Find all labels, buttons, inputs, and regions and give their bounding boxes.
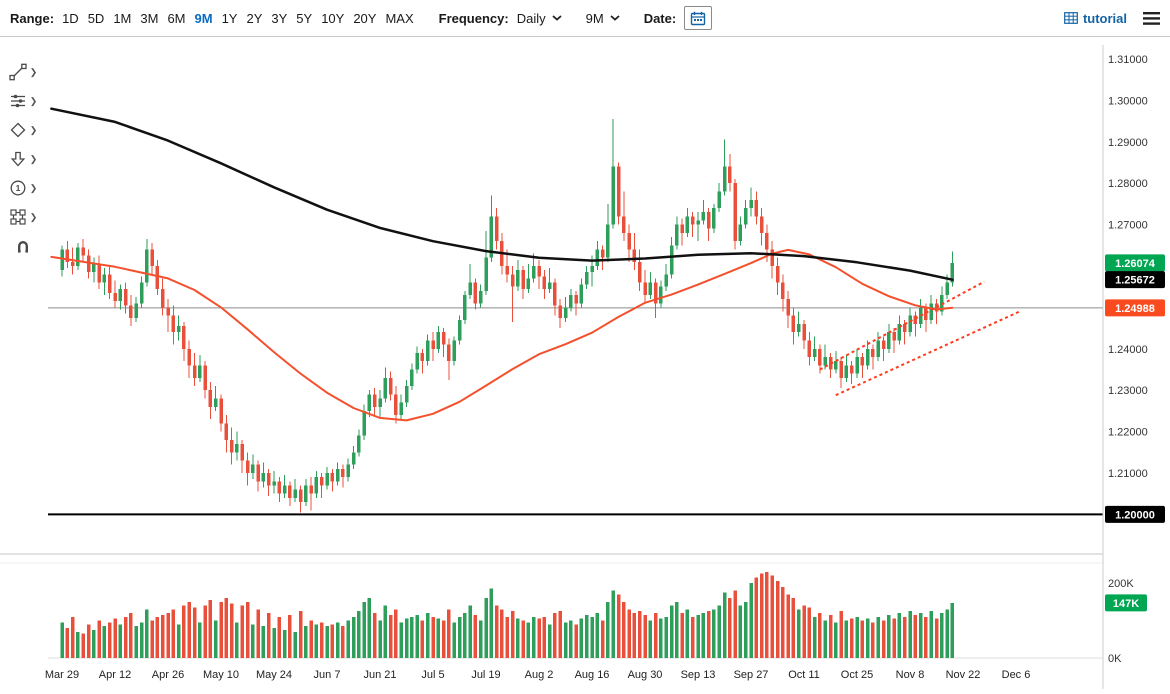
svg-text:Apr 12: Apr 12 (99, 669, 131, 681)
range-5y[interactable]: 5Y (296, 10, 313, 26)
range-label: Range: (10, 10, 55, 26)
svg-text:Oct 25: Oct 25 (841, 669, 873, 681)
frequency-dropdown[interactable]: Daily (517, 11, 562, 26)
time-axis: Mar 29 Apr 12 Apr 26 May 10 May 24 Jun 7 Jun 2… (45, 669, 1031, 681)
svg-text:200K: 200K (1108, 578, 1134, 590)
svg-text:Apr 26: Apr 26 (152, 669, 184, 681)
trendline-tool[interactable]: ❯ (9, 63, 38, 81)
candlesticks (60, 119, 955, 513)
toolbar: Range: 1D 5D 1M 3M 6M 9M 1Y 2Y 3Y 5Y 10Y… (0, 0, 1170, 37)
svg-text:Jul 5: Jul 5 (421, 669, 444, 681)
date-picker-button[interactable] (684, 6, 713, 30)
chevron-down-icon (552, 15, 562, 21)
range-1m[interactable]: 1M (113, 10, 132, 26)
range-2y[interactable]: 2Y (246, 10, 263, 26)
range-5d[interactable]: 5D (87, 10, 105, 26)
range-max[interactable]: MAX (385, 10, 414, 26)
range-20y[interactable]: 20Y (353, 10, 377, 26)
svg-text:1.30000: 1.30000 (1108, 95, 1148, 107)
svg-text:Sep 27: Sep 27 (734, 669, 769, 681)
chevron-right-icon: ❯ (29, 66, 38, 77)
price-badges: 1.26074 1.25672 1.24988 1.20000 147K (1105, 254, 1165, 612)
arrow-down-icon (10, 151, 25, 167)
magnet-icon (18, 241, 28, 253)
svg-text:Sep 13: Sep 13 (681, 669, 716, 681)
arrows-tool[interactable]: ❯ (9, 150, 38, 168)
svg-text:1.25672: 1.25672 (1115, 275, 1155, 287)
range-1y[interactable]: 1Y (221, 10, 238, 26)
svg-text:1.31000: 1.31000 (1108, 54, 1148, 66)
svg-text:1.20000: 1.20000 (1115, 509, 1155, 521)
volume-bars (60, 571, 955, 658)
range-3m[interactable]: 3M (140, 10, 159, 26)
chevron-right-icon: ❯ (29, 182, 38, 193)
svg-text:Aug 16: Aug 16 (575, 669, 610, 681)
range-3y[interactable]: 3Y (271, 10, 288, 26)
svg-text:Aug 30: Aug 30 (628, 669, 663, 681)
range-9m[interactable]: 9M (194, 10, 213, 26)
annotations-tool[interactable]: 1 ❯ (9, 179, 38, 197)
svg-text:1.24988: 1.24988 (1115, 303, 1155, 315)
svg-text:1.22000: 1.22000 (1108, 427, 1148, 439)
tutorial-label: tutorial (1082, 10, 1127, 26)
circled-one-icon: 1 (10, 180, 26, 196)
tutorial-link[interactable]: tutorial (1064, 11, 1127, 26)
frequency-label: Frequency: (438, 10, 509, 26)
range-10y[interactable]: 10Y (321, 10, 345, 26)
svg-text:1.28000: 1.28000 (1108, 178, 1148, 190)
svg-text:1.27000: 1.27000 (1108, 220, 1148, 232)
svg-text:Dec 6: Dec 6 (1002, 669, 1031, 681)
frequency-value: Daily (516, 10, 546, 26)
svg-text:147K: 147K (1113, 598, 1139, 610)
trendline-icon (9, 63, 27, 81)
grid-nodes-icon (10, 209, 26, 225)
period-value: 9M (585, 10, 604, 26)
indicators-icon (10, 94, 25, 108)
svg-text:Jun 7: Jun 7 (314, 669, 341, 681)
svg-text:Jul 19: Jul 19 (471, 669, 500, 681)
svg-text:1.24000: 1.24000 (1108, 344, 1148, 356)
shapes-tool[interactable]: ❯ (9, 121, 38, 139)
reference-lines (0, 45, 1104, 689)
svg-text:1.21000: 1.21000 (1108, 468, 1148, 480)
price-chart-canvas[interactable]: 1.31000 1.30000 1.29000 1.28000 1.27000 1.240… (0, 37, 1170, 694)
svg-text:1.26074: 1.26074 (1115, 258, 1156, 270)
chart-area: 1.31000 1.30000 1.29000 1.28000 1.27000 1.240… (0, 37, 1170, 694)
date-label: Date: (643, 10, 677, 26)
period-dropdown[interactable]: 9M (586, 11, 620, 26)
svg-text:0K: 0K (1108, 653, 1122, 665)
diamond-icon (10, 122, 26, 138)
indicators-tool[interactable]: ❯ (9, 92, 38, 110)
svg-text:1: 1 (15, 183, 20, 193)
chevron-right-icon: ❯ (29, 124, 38, 135)
svg-text:Aug 2: Aug 2 (525, 669, 554, 681)
menu-icon[interactable] (1143, 11, 1160, 25)
range-6m[interactable]: 6M (167, 10, 186, 26)
svg-text:Nov 22: Nov 22 (946, 669, 981, 681)
chevron-right-icon: ❯ (29, 95, 38, 106)
svg-text:Nov 8: Nov 8 (896, 669, 925, 681)
chevron-right-icon: ❯ (29, 211, 38, 222)
svg-text:1.29000: 1.29000 (1108, 137, 1148, 149)
svg-text:May 24: May 24 (256, 669, 292, 681)
calendar-icon (691, 11, 706, 25)
svg-text:Jun 21: Jun 21 (363, 669, 396, 681)
grid-compare-tool[interactable]: ❯ (9, 208, 38, 226)
svg-text:Mar 29: Mar 29 (45, 669, 79, 681)
svg-text:1.23000: 1.23000 (1108, 385, 1148, 397)
drawing-toolbar: ❯ ❯ ❯ ❯ 1 ❯ ❯ (0, 63, 46, 255)
svg-text:Oct 11: Oct 11 (788, 669, 820, 681)
price-axis: 1.31000 1.30000 1.29000 1.28000 1.27000 1.240… (1108, 54, 1148, 665)
magnet-tool[interactable] (14, 237, 32, 255)
moving-averages (50, 107, 954, 422)
trend-channel (819, 280, 1022, 397)
grid-icon (1064, 12, 1078, 24)
chevron-down-icon (610, 15, 620, 21)
svg-text:May 10: May 10 (203, 669, 239, 681)
chevron-right-icon: ❯ (29, 153, 38, 164)
range-1d[interactable]: 1D (62, 10, 79, 26)
